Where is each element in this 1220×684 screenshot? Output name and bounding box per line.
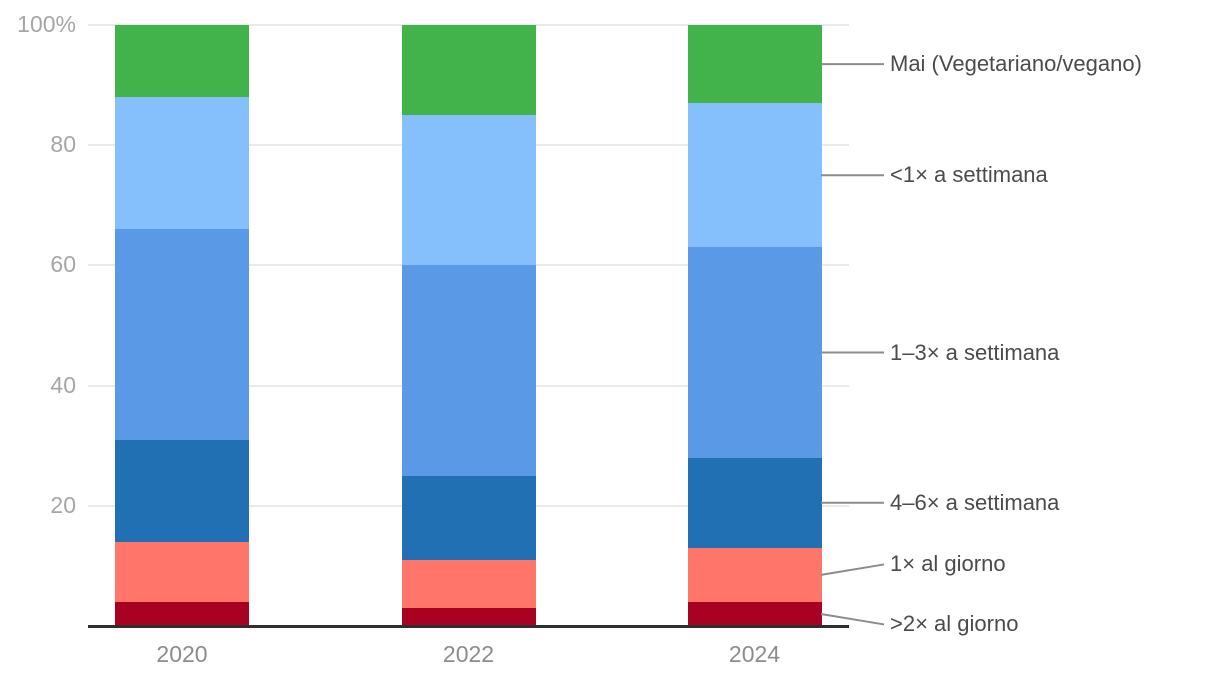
y-tick-label: 100% bbox=[17, 11, 76, 37]
legend-label-series-0: Mai (Vegetariano/vegano) bbox=[890, 51, 1142, 77]
bar-segment-2022-series-0 bbox=[401, 25, 536, 116]
legend-label-series-4: 1× al giorno bbox=[890, 551, 1006, 577]
y-tick-label: 20 bbox=[50, 491, 76, 518]
bar-segment-2020-series-3 bbox=[115, 439, 249, 542]
x-tick-label-2024: 2024 bbox=[728, 641, 781, 667]
bar-segment-2020-series-4 bbox=[115, 541, 249, 602]
bar-segment-2022-series-4 bbox=[401, 559, 536, 608]
bar-segment-2022-series-1 bbox=[401, 115, 536, 266]
y-tick-label: 80 bbox=[50, 131, 76, 158]
legend-label-series-5: >2× al giorno bbox=[890, 611, 1019, 637]
leader-line-series-5 bbox=[820, 612, 885, 626]
legend-label-series-2: 1–3× a settimana bbox=[890, 339, 1060, 365]
bar-segment-2020-series-0 bbox=[115, 25, 249, 98]
bar-segment-2024-series-3 bbox=[687, 457, 822, 548]
bar-segment-2022-series-3 bbox=[401, 475, 536, 560]
x-tick-label-2022: 2022 bbox=[442, 641, 495, 667]
bar-segment-2020-series-5 bbox=[115, 601, 249, 626]
leader-line-series-4 bbox=[820, 563, 885, 576]
x-axis-line bbox=[88, 625, 849, 628]
legend-label-series-1: <1× a settimana bbox=[890, 162, 1048, 188]
bar-segment-2024-series-0 bbox=[687, 25, 822, 104]
bar-segment-2022-series-2 bbox=[401, 265, 536, 476]
bar-segment-2024-series-1 bbox=[687, 103, 822, 248]
bar-segment-2020-series-1 bbox=[115, 97, 249, 230]
x-tick-label-2020: 2020 bbox=[156, 641, 208, 667]
bar-segment-2020-series-2 bbox=[115, 229, 249, 440]
y-tick-label: 40 bbox=[50, 371, 76, 398]
bar-segment-2024-series-5 bbox=[687, 601, 822, 626]
y-tick-label: 60 bbox=[50, 251, 76, 278]
legend-label-series-3: 4–6× a settimana bbox=[890, 489, 1060, 515]
bar-segment-2024-series-2 bbox=[687, 247, 822, 458]
bar-segment-2024-series-4 bbox=[687, 547, 822, 602]
bar-segment-2022-series-5 bbox=[401, 607, 536, 626]
